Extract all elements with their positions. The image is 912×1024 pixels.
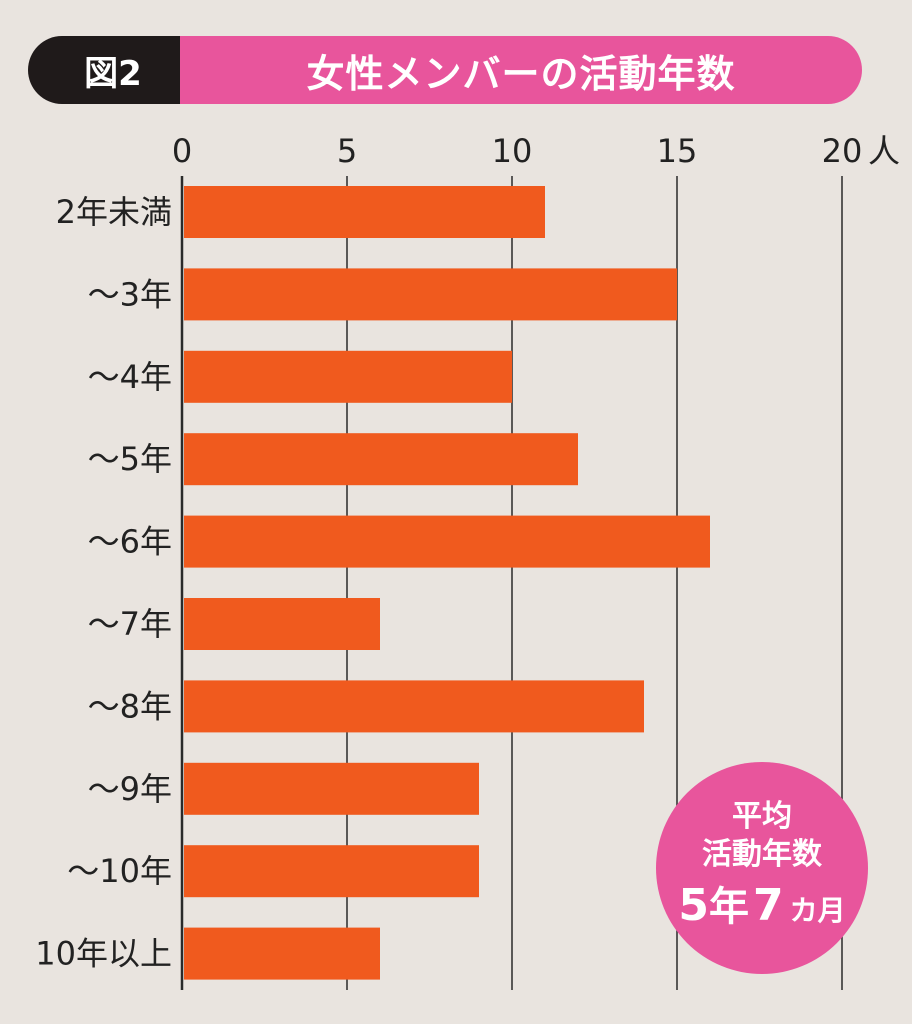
figure-tag: 図2 — [28, 36, 180, 104]
category-label-7: 〜9年 — [88, 770, 172, 808]
x-tick-label-15: 15 — [657, 132, 698, 170]
badge-years-unit: 年 — [708, 883, 749, 930]
chart-title: 女性メンバーの活動年数 — [180, 36, 862, 104]
category-label-3: 〜5年 — [88, 440, 172, 478]
category-label-8: 〜10年 — [67, 852, 172, 890]
x-tick-label-0: 0 — [172, 132, 192, 170]
x-unit-label: 人 — [868, 132, 900, 170]
badge-line1: 平均 — [732, 798, 792, 834]
chart-header: 図2 女性メンバーの活動年数 — [28, 36, 862, 104]
badge-months-unit: カ月 — [789, 893, 846, 927]
category-label-1: 〜3年 — [88, 275, 172, 313]
category-label-4: 〜6年 — [88, 523, 172, 561]
category-label-2: 〜4年 — [88, 358, 172, 396]
x-tick-label-10: 10 — [492, 132, 533, 170]
category-label-6: 〜8年 — [88, 687, 172, 725]
x-tick-label-20: 20 — [822, 132, 863, 170]
bar-0 — [184, 186, 545, 238]
bar-7 — [184, 762, 479, 815]
category-label-9: 10年以上 — [35, 935, 172, 973]
bar-4 — [184, 515, 710, 568]
bar-3 — [184, 433, 578, 486]
bar-9 — [184, 927, 380, 980]
badge-months: 7 — [752, 879, 784, 931]
average-badge: 平均 活動年数 5年7 カ月 — [656, 762, 868, 974]
x-tick-label-5: 5 — [337, 132, 357, 170]
bar-1 — [184, 268, 677, 321]
badge-line2: 活動年数 — [702, 836, 822, 872]
bar-2 — [184, 350, 512, 403]
badge-years: 5 — [678, 879, 709, 931]
badge-average-value: 5年7 カ月 — [678, 878, 845, 939]
category-label-0: 2年未満 — [56, 193, 172, 231]
category-label-5: 〜7年 — [88, 605, 172, 643]
bar-8 — [184, 845, 479, 898]
bar-6 — [184, 680, 644, 733]
bar-5 — [184, 598, 380, 650]
